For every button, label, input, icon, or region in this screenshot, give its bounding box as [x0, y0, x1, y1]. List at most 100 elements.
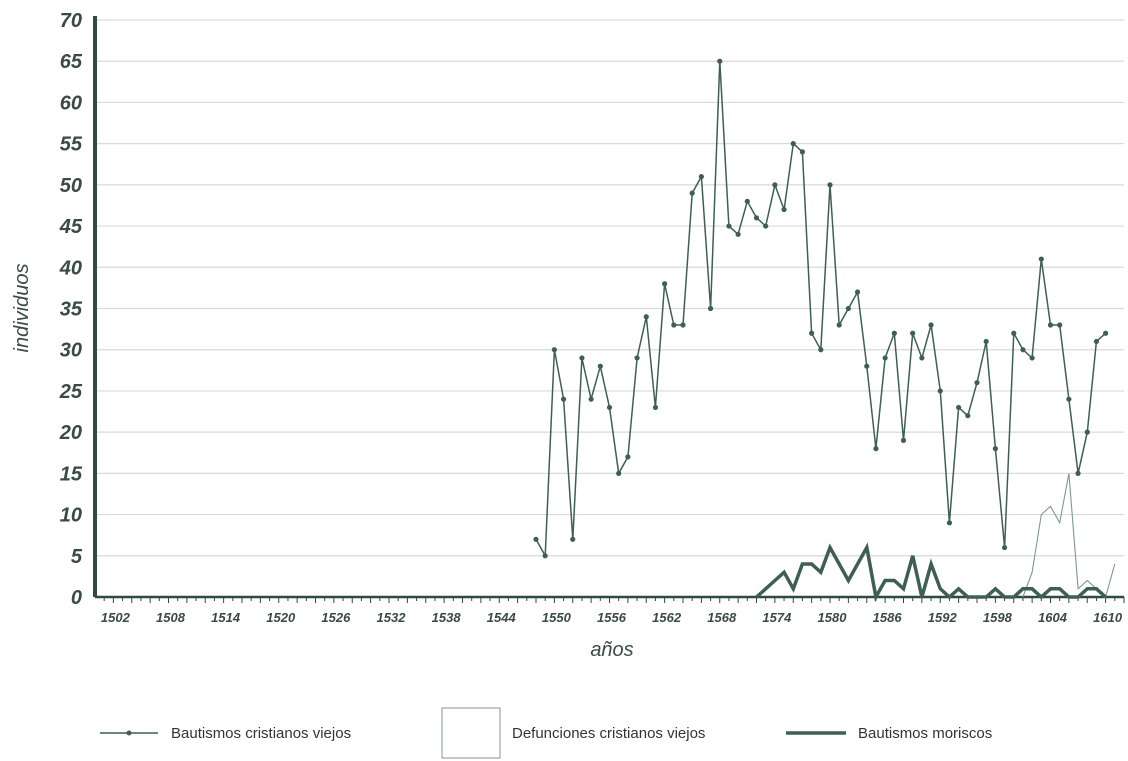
data-point [597, 363, 603, 369]
data-point [707, 305, 714, 312]
data-point [845, 305, 851, 312]
data-point [809, 330, 815, 336]
x-tick-label: 1574 [762, 610, 792, 625]
y-tick-label: 60 [60, 92, 82, 114]
data-point [992, 446, 998, 452]
data-point [744, 198, 750, 204]
y-tick-label: 20 [59, 422, 82, 444]
data-point [1093, 338, 1100, 345]
data-point [542, 553, 548, 559]
x-tick-label: 1520 [266, 610, 296, 625]
legend: Bautismos cristianos viejos Defunciones … [100, 707, 992, 759]
data-point [818, 347, 824, 353]
legend-item-bautismos-moriscos: Bautismos moriscos [786, 725, 992, 742]
y-axis-title: individuos [11, 264, 33, 353]
data-point [1103, 330, 1109, 336]
data-point [882, 355, 888, 361]
data-point [836, 322, 842, 328]
data-point [570, 536, 576, 542]
x-tick-label: 1556 [597, 610, 627, 625]
x-tick-label: 1544 [487, 610, 517, 625]
data-point [753, 215, 760, 221]
data-point [974, 380, 980, 386]
x-tick-label: 1610 [1093, 610, 1123, 625]
data-point [891, 330, 897, 336]
legend-marker-bautismos-cristianos-viejos [126, 730, 132, 736]
y-tick-label: 45 [59, 216, 83, 238]
y-tick-label: 35 [60, 299, 83, 321]
legend-label-defunciones-cristianos-viejos: Defunciones cristianos viejos [512, 725, 705, 742]
data-point [643, 314, 649, 320]
data-point [956, 404, 962, 411]
legend-item-defunciones-cristianos-viejos: Defunciones cristianos viejos [441, 707, 705, 759]
y-tick-label: 40 [59, 257, 82, 279]
x-tick-label: 1592 [928, 610, 958, 625]
data-point [965, 413, 971, 419]
y-tick-label: 65 [60, 51, 83, 73]
y-tick-label: 15 [60, 463, 83, 485]
data-point [864, 363, 870, 369]
data-point [1047, 322, 1054, 328]
data-point [1001, 544, 1008, 551]
x-tick-label: 1538 [432, 610, 462, 625]
x-tick-label: 1550 [542, 610, 572, 625]
x-tick-label: 1526 [321, 610, 351, 625]
x-tick-label: 1562 [652, 610, 682, 625]
x-axis-ticks: 1502 1508 1514 1520 1526 1532 1538 1544 1550 1556… [101, 610, 1123, 625]
data-point [873, 446, 879, 452]
legend-label-bautismos-moriscos: Bautismos moriscos [858, 725, 992, 742]
data-point [1066, 396, 1072, 402]
data-point [919, 355, 925, 361]
data-point [854, 289, 861, 295]
data-point [790, 141, 796, 147]
x-axis-title: años [590, 639, 633, 661]
data-point [671, 322, 677, 328]
data-point [606, 404, 613, 411]
legend-label-bautismos-cristianos-viejos: Bautismos cristianos viejos [171, 725, 351, 742]
data-point [983, 338, 989, 345]
data-point [533, 536, 539, 542]
data-point [928, 322, 934, 328]
data-point [937, 388, 943, 394]
data-point [616, 470, 622, 476]
legend-item-bautismos-cristianos-viejos: Bautismos cristianos viejos [100, 725, 351, 742]
grid-lines [95, 19, 1124, 557]
series-layer [533, 58, 1116, 603]
data-point [1020, 347, 1026, 353]
data-point [799, 149, 806, 155]
data-point [1011, 330, 1017, 336]
x-tick-label: 1532 [377, 610, 407, 625]
data-point [772, 182, 778, 188]
data-point [910, 330, 916, 336]
y-tick-label: 0 [71, 587, 82, 609]
data-point [560, 396, 567, 402]
series-defunciones-cristianos-viejos-line [1022, 473, 1116, 598]
data-point [717, 58, 723, 64]
data-point [680, 322, 686, 328]
data-point [735, 231, 741, 237]
y-tick-label: 70 [60, 10, 82, 32]
y-tick-label: 10 [60, 505, 82, 527]
data-point [1038, 256, 1044, 262]
data-point [900, 437, 907, 443]
data-point [946, 520, 953, 526]
x-tick-label: 1580 [818, 610, 848, 625]
y-tick-label: 5 [71, 546, 83, 568]
series-bautismos-moriscos-line [755, 542, 1107, 603]
y-axis-ticks: 0 5 10 15 20 25 30 35 40 45 50 55 60 65 70 [59, 10, 83, 609]
x-tick-label: 1586 [873, 610, 903, 625]
data-point [1029, 355, 1035, 361]
data-point [551, 347, 557, 353]
x-tick-label: 1508 [156, 610, 186, 625]
x-tick-label: 1604 [1038, 610, 1068, 625]
legend-swatch-defunciones-cristianos-viejos [441, 707, 501, 759]
x-tick-label: 1502 [101, 610, 131, 625]
data-point [579, 355, 585, 361]
data-point [698, 174, 704, 180]
y-tick-label: 25 [59, 381, 83, 403]
y-tick-label: 30 [60, 340, 82, 362]
y-tick-label: 55 [60, 134, 83, 156]
data-point [827, 182, 833, 188]
data-point [588, 396, 594, 402]
